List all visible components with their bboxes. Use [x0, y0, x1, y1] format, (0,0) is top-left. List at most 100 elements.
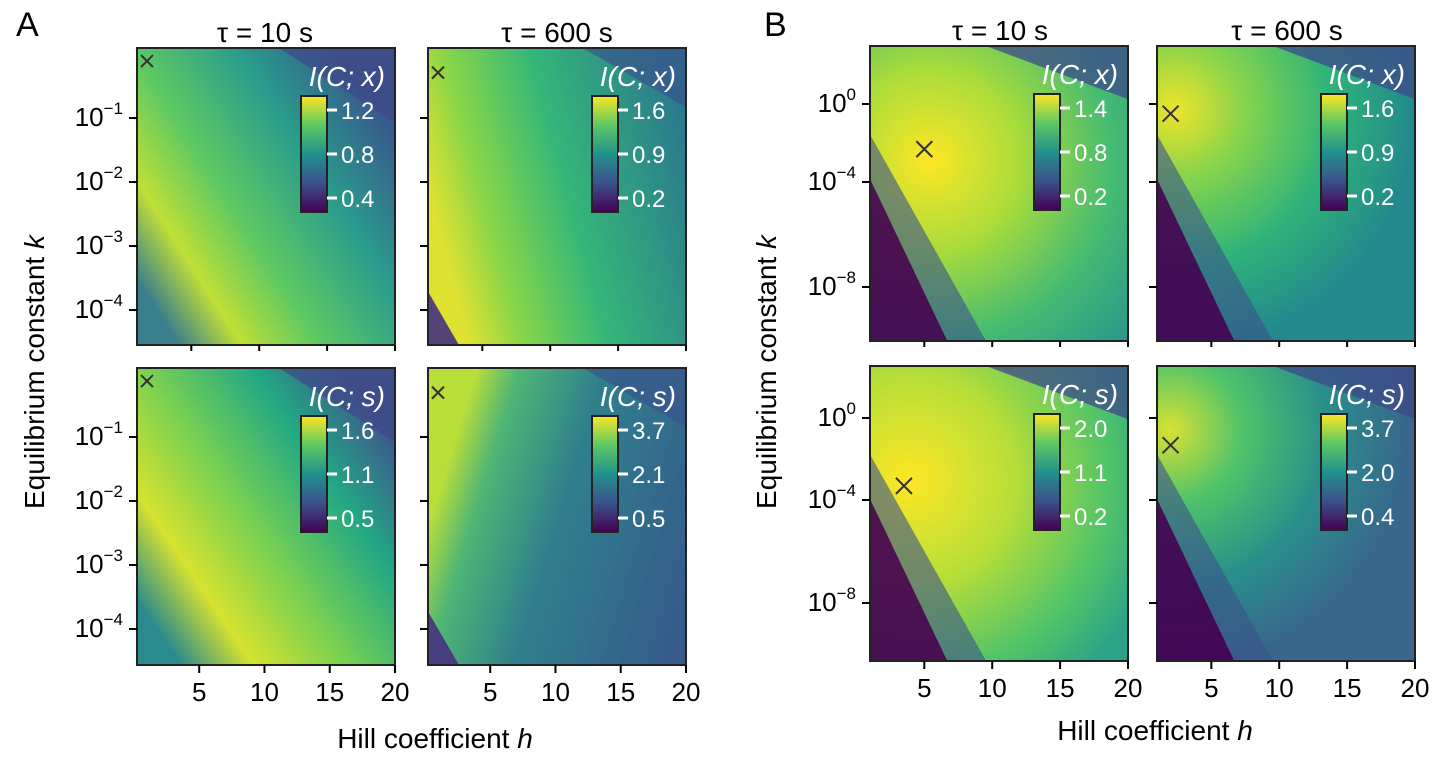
- colorbar-tick-label: 0.2: [1074, 504, 1107, 531]
- panel-label-b: B: [764, 6, 787, 44]
- heatmap-region-low: [428, 291, 459, 345]
- colorbar: [300, 415, 328, 533]
- x-tick-label: 10: [541, 677, 570, 707]
- x-tick-label: 15: [1333, 673, 1362, 703]
- column-title-b-tau600: τ = 600 s: [1231, 15, 1342, 46]
- x-tick-label: 15: [1046, 673, 1075, 703]
- optimum-marker: [1161, 436, 1180, 454]
- x-tick-label: 5: [917, 673, 931, 703]
- y-tick-label: 10−4: [75, 610, 123, 643]
- y-tick-label: 10−4: [75, 291, 123, 324]
- y-axis-label-a: Equilibrium constant k: [19, 233, 50, 509]
- heatmap-region-low: [986, 366, 1128, 420]
- colorbar-tick-label: 1.6: [341, 418, 374, 445]
- optimum-marker-stroke: [140, 374, 154, 388]
- colorbar-tick-label: 0.4: [341, 186, 374, 213]
- column-title-a-tau600: τ = 600 s: [501, 17, 612, 48]
- y-tick-label: 10−8: [808, 584, 856, 617]
- colorbar-tick-label: 2.1: [632, 462, 665, 489]
- optimum-marker-stroke: [915, 140, 934, 158]
- y-tick-label: 10−4: [808, 163, 856, 196]
- x-tick-label: 5: [1204, 673, 1218, 703]
- optimum-marker: [1161, 104, 1180, 123]
- column-title-a-tau10: τ = 10 s: [217, 17, 313, 48]
- x-tick-label: 15: [606, 677, 635, 707]
- colorbar-tick-label: 0.2: [632, 186, 665, 213]
- colorbar: [1320, 93, 1348, 211]
- colorbar-tick-label: 0.9: [1361, 140, 1394, 167]
- optimum-marker: [431, 65, 445, 80]
- heatmap-frame: [136, 47, 396, 346]
- quantity-label: I(C; x): [1042, 59, 1118, 90]
- heatmap-region-low: [582, 368, 686, 428]
- colorbar-tick-label: 0.2: [1361, 184, 1394, 211]
- colorbar-tick-label: 0.8: [341, 142, 374, 169]
- heatmap-region-mid: [870, 134, 987, 341]
- heatmap-panel-a-0-0: I(C; x) 1.2 0.8 0.4 10−1 10−2 10−3 10−4: [75, 47, 396, 351]
- y-tick-label: 100: [818, 399, 856, 432]
- colorbar-tick-label: 0.5: [632, 506, 665, 533]
- x-tick-label: 20: [1114, 673, 1143, 703]
- optimum-marker-stroke: [1161, 104, 1180, 123]
- x-axis-label-a: Hill coefficient h: [337, 723, 533, 754]
- x-tick-label: 15: [315, 677, 344, 707]
- x-tick-label: 20: [381, 677, 410, 707]
- colorbar-tick-label: 3.7: [1361, 416, 1394, 443]
- heatmap-region-mid: [1157, 454, 1274, 661]
- colorbar-tick-label: 0.9: [632, 142, 665, 169]
- colorbar: [1320, 413, 1348, 531]
- colorbar: [591, 415, 619, 533]
- heatmap-field: [428, 368, 686, 665]
- quantity-label: I(C; x): [600, 61, 676, 92]
- x-tick-label: 10: [978, 673, 1007, 703]
- quantity-label: I(C; x): [309, 61, 385, 92]
- heatmap-frame: [427, 47, 687, 346]
- heatmap-panel-b-1-0: I(C; s) 2.0 1.1 0.2 5 10 15 20 100 10−4 10−8: [808, 365, 1143, 703]
- x-axis-label-b: Hill coefficient h: [1057, 715, 1253, 746]
- heatmap-region-low: [278, 368, 395, 443]
- heatmap-region-mid: [1157, 134, 1274, 341]
- x-tick-label: 5: [192, 677, 206, 707]
- heatmap-panel-a-1-1: I(C; s) 3.7 2.1 0.5 5 10 15 20: [420, 367, 701, 707]
- heatmap-region-low: [1273, 46, 1415, 100]
- heatmap-field: [428, 48, 686, 345]
- heatmap-field: [137, 368, 395, 665]
- optimum-marker-stroke: [1161, 436, 1180, 454]
- heatmap-frame: [427, 367, 687, 666]
- y-tick-label: 10−1: [75, 418, 123, 451]
- heatmap-region-low: [278, 48, 395, 123]
- quantity-label: I(C; s): [1329, 379, 1405, 410]
- colorbar-tick-label: 2.0: [1074, 416, 1107, 443]
- colorbar-tick-label: 0.4: [1361, 504, 1394, 531]
- x-tick-label: 10: [1265, 673, 1294, 703]
- heatmap-frame: [869, 365, 1129, 662]
- colorbar-tick-label: 1.6: [632, 98, 665, 125]
- heatmap-panel-b-1-1: I(C; s) 3.7 2.0 0.4 5 10 15 20: [1149, 365, 1430, 703]
- optimum-marker: [915, 140, 934, 158]
- heatmap-frame: [869, 45, 1129, 342]
- heatmap-frame: [1156, 365, 1416, 662]
- colorbar-tick-label: 1.2: [341, 98, 374, 125]
- quantity-label: I(C; s): [309, 381, 385, 412]
- y-tick-label: 100: [818, 85, 856, 118]
- heatmap-region-low: [582, 48, 686, 108]
- quantity-label: I(C; x): [1329, 59, 1405, 90]
- y-axis-label-b: Equilibrium constant k: [751, 233, 782, 509]
- y-tick-label: 10−2: [75, 163, 123, 196]
- heatmap-region-low: [986, 46, 1128, 100]
- x-tick-label: 20: [672, 677, 701, 707]
- y-tick-label: 10−1: [75, 99, 123, 132]
- optimum-marker-stroke: [431, 65, 445, 80]
- colorbar: [1033, 93, 1061, 211]
- optimum-marker: [895, 477, 913, 495]
- optimum-marker-stroke: [140, 54, 154, 68]
- heatmap-frame: [136, 367, 396, 666]
- colorbar-tick-label: 0.8: [1074, 140, 1107, 167]
- y-tick-label: 10−8: [808, 268, 856, 301]
- optimum-marker: [140, 374, 154, 388]
- colorbar-tick-label: 1.1: [341, 462, 374, 489]
- optimum-marker: [140, 54, 154, 68]
- x-tick-label: 20: [1401, 673, 1430, 703]
- heatmap-panel-b-0-0: I(C; x) 1.4 0.8 0.2 100 10−4 10−8: [808, 45, 1129, 347]
